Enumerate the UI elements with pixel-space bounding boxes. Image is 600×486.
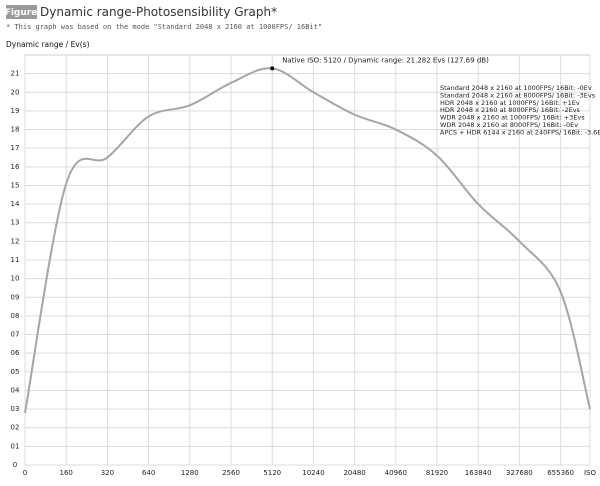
x-tick-label: 40960 — [385, 469, 407, 477]
y-tick-label: 0 — [13, 461, 17, 469]
mode-note: WDR 2048 x 2160 at 8000FPS/ 16Bit: -0Ev — [440, 121, 578, 129]
y-tick-label: 18 — [11, 126, 20, 134]
footnote: * This graph was based on the mode "Stan… — [6, 23, 322, 31]
badge: Figure — [5, 8, 38, 18]
x-tick-label: 640 — [142, 469, 155, 477]
mode-note: HDR 2048 x 2160 at 1000FPS/ 16Bit: +1Ev — [440, 99, 580, 107]
x-tick-label: 10240 — [302, 469, 324, 477]
y-tick-label: 11 — [11, 256, 20, 264]
x-tick-label: 2560 — [222, 469, 240, 477]
y-tick-label: 14 — [11, 200, 20, 208]
mode-note: Standard 2048 x 2160 at 8000FPS/ 16Bit: … — [440, 91, 596, 99]
annotation: Native ISO: 5120 / Dynamic range: 21.282… — [282, 56, 489, 64]
y-tick-label: 21 — [11, 70, 20, 78]
mode-note: HDR 2048 x 2160 at 8000FPS/ 16Bit: -2Evs — [440, 106, 581, 114]
data-line — [24, 67, 591, 413]
mode-note: APCS + HDR 6144 x 2160 at 240FPS/ 16Bit:… — [440, 128, 600, 136]
y-tick-label: 05 — [11, 368, 20, 376]
y-tick-label: 03 — [11, 405, 20, 413]
peak-marker — [270, 66, 275, 71]
y-tick-label: 06 — [11, 349, 20, 357]
x-tick-label: 163840 — [465, 469, 492, 477]
y-tick-label: 09 — [11, 293, 20, 301]
y-tick-label: 12 — [11, 237, 20, 245]
x-tick-label: 320 — [101, 469, 114, 477]
y-tick-label: 07 — [11, 331, 20, 339]
x-tick-label: 0 — [23, 469, 27, 477]
y-tick-label: 02 — [11, 424, 20, 432]
y-tick-label: 20 — [11, 88, 20, 96]
y-tick-label: 19 — [11, 107, 20, 115]
y-tick-label: 16 — [11, 163, 20, 171]
y-tick-label: 15 — [11, 181, 20, 189]
y-tick-label: 10 — [11, 275, 20, 283]
y-tick-label: 08 — [11, 312, 20, 320]
x-tick-label: 20480 — [343, 469, 365, 477]
x-tick-label: ISO — [584, 469, 597, 477]
mode-note: Standard 2048 x 2160 at 1000FPS/ 16Bit: … — [440, 84, 592, 92]
badge-bg — [6, 5, 37, 19]
x-tick-label: 5120 — [263, 469, 281, 477]
y-tick-label: 17 — [11, 144, 20, 152]
y-tick-label: 01 — [11, 442, 20, 450]
x-tick-label: 1280 — [181, 469, 199, 477]
mode-note: WDR 2048 x 2160 at 1000FPS/ 16Bit: +3Evs — [440, 114, 585, 122]
y-tick-label: 04 — [11, 386, 20, 394]
x-tick-label: 327680 — [506, 469, 533, 477]
chart-title: Dynamic range-Photosensibility Graph* — [40, 5, 277, 19]
x-tick-label: 81920 — [426, 469, 448, 477]
x-tick-label: 160 — [60, 469, 73, 477]
x-tick-label: 655360 — [547, 469, 574, 477]
y-tick-label: 13 — [11, 219, 20, 227]
y-axis-label: Dynamic range / Ev(s) — [6, 40, 90, 49]
